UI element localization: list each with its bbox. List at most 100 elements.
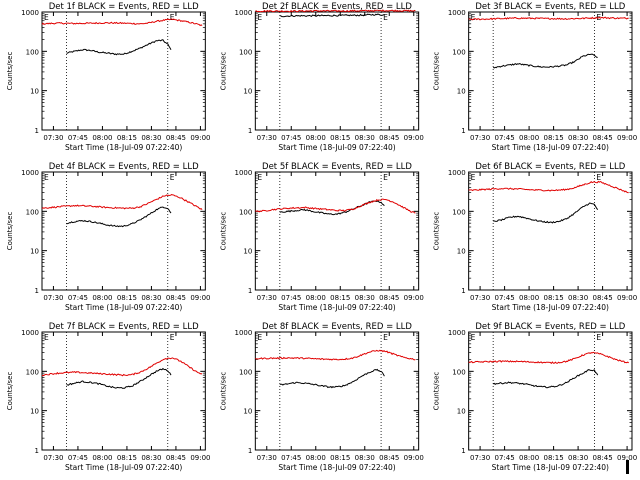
- y-axis-label: Counts/sec: [6, 52, 14, 91]
- marker-label: E: [383, 333, 388, 342]
- x-axis-label: Start Time (18-Jul-09 07:22:40): [65, 463, 182, 472]
- plot-frame: [254, 171, 420, 291]
- x-tick-label: 09:00: [617, 454, 637, 462]
- y-tick-label: 10: [457, 408, 466, 416]
- chart-title: Det 5f BLACK = Events, RED = LLD: [262, 162, 412, 172]
- x-tick-label: 08:45: [379, 454, 399, 462]
- x-tick-label: 09:00: [404, 134, 424, 142]
- series-line-lld: [41, 194, 203, 211]
- plot-frame: [41, 171, 206, 291]
- series-line-events: [279, 368, 385, 389]
- x-tick-label: 08:00: [306, 294, 326, 302]
- y-tick-label: 100: [452, 48, 465, 56]
- plot-frame: [41, 331, 206, 451]
- x-tick-label: 08:00: [519, 294, 539, 302]
- x-tick-label: 07:45: [281, 134, 301, 142]
- x-tick-label: 08:45: [592, 294, 612, 302]
- y-tick-label: 100: [26, 368, 39, 376]
- x-tick-label: 08:00: [519, 134, 539, 142]
- chart-title: Det 6f BLACK = Events, RED = LLD: [475, 162, 625, 172]
- series-line-events: [279, 200, 385, 216]
- y-tick-label: 10: [243, 248, 252, 256]
- series-line-events: [492, 369, 599, 389]
- series-line-lld: [255, 349, 416, 361]
- y-tick-label: 10: [30, 248, 39, 256]
- y-tick-label: 1000: [448, 169, 466, 177]
- y-tick-label: 1: [35, 127, 39, 135]
- series-line-lld: [468, 16, 629, 21]
- x-tick-label: 08:30: [355, 294, 375, 302]
- x-tick-label: 08:30: [568, 134, 588, 142]
- y-tick-label: 100: [239, 208, 252, 216]
- y-tick-label: 10: [457, 88, 466, 96]
- corner-label: E: [257, 13, 262, 22]
- series-line-events: [279, 13, 385, 18]
- marker-label: E: [596, 173, 601, 182]
- chart-title: Det 3f BLACK = Events, RED = LLD: [475, 2, 625, 12]
- x-tick-label: 09:00: [190, 134, 210, 142]
- y-tick-label: 1: [461, 127, 465, 135]
- x-tick-label: 09:00: [404, 454, 424, 462]
- marker-label: E: [383, 13, 388, 22]
- x-tick-label: 08:15: [543, 134, 563, 142]
- y-tick-label: 1000: [21, 169, 39, 177]
- x-tick-label: 07:30: [43, 454, 63, 462]
- chart-title: Det 8f BLACK = Events, RED = LLD: [262, 322, 412, 332]
- x-tick-label: 08:00: [92, 134, 112, 142]
- x-axis-label: Start Time (18-Jul-09 07:22:40): [492, 463, 609, 472]
- x-tick-label: 08:45: [379, 134, 399, 142]
- x-tick-label: 08:30: [355, 454, 375, 462]
- y-tick-label: 10: [30, 88, 39, 96]
- x-tick-label: 08:15: [330, 134, 350, 142]
- x-tick-label: 07:45: [494, 454, 514, 462]
- x-axis-label: Start Time (18-Jul-09 07:22:40): [278, 303, 395, 312]
- y-tick-label: 1: [248, 447, 252, 455]
- corner-label: E: [257, 173, 262, 182]
- x-tick-label: 07:45: [281, 294, 301, 302]
- corner-label: E: [44, 173, 49, 182]
- x-tick-label: 08:30: [141, 294, 161, 302]
- x-tick-label: 08:45: [592, 134, 612, 142]
- x-tick-label: 08:45: [166, 294, 186, 302]
- y-tick-label: 1: [461, 447, 465, 455]
- y-tick-label: 10: [243, 88, 252, 96]
- y-tick-label: 10: [243, 408, 252, 416]
- x-tick-label: 09:00: [190, 294, 210, 302]
- x-tick-label: 07:45: [68, 294, 88, 302]
- y-axis-label: Counts/sec: [6, 372, 14, 411]
- x-tick-label: 07:45: [281, 454, 301, 462]
- chart-title: Det 9f BLACK = Events, RED = LLD: [475, 322, 625, 332]
- y-tick-label: 100: [452, 208, 465, 216]
- chart-title: Det 7f BLACK = Events, RED = LLD: [49, 322, 199, 332]
- y-axis-label: Counts/sec: [433, 372, 441, 411]
- x-tick-label: 07:30: [470, 134, 490, 142]
- x-tick-label: 07:45: [68, 134, 88, 142]
- x-tick-label: 08:15: [117, 134, 137, 142]
- x-tick-label: 07:45: [494, 134, 514, 142]
- x-tick-label: 07:30: [470, 454, 490, 462]
- x-tick-label: 08:00: [306, 134, 326, 142]
- x-tick-label: 09:00: [617, 294, 637, 302]
- x-axis-label: Start Time (18-Jul-09 07:22:40): [492, 303, 609, 312]
- y-tick-label: 10: [30, 408, 39, 416]
- y-tick-label: 100: [239, 368, 252, 376]
- plot-frame: [468, 331, 633, 451]
- x-tick-label: 08:15: [330, 454, 350, 462]
- plot-frame: [468, 171, 633, 291]
- x-tick-label: 07:30: [470, 294, 490, 302]
- y-tick-label: 1000: [21, 9, 39, 17]
- plot-frame: [254, 331, 420, 451]
- chart-title: Det 4f BLACK = Events, RED = LLD: [49, 162, 199, 172]
- y-axis-label: Counts/sec: [219, 372, 227, 411]
- x-tick-label: 08:15: [543, 454, 563, 462]
- x-axis-label: Start Time (18-Jul-09 07:22:40): [278, 143, 395, 152]
- series-line-lld: [468, 351, 629, 365]
- y-tick-label: 1000: [235, 9, 253, 17]
- series-line-lld: [255, 9, 416, 13]
- corner-label: E: [471, 13, 476, 22]
